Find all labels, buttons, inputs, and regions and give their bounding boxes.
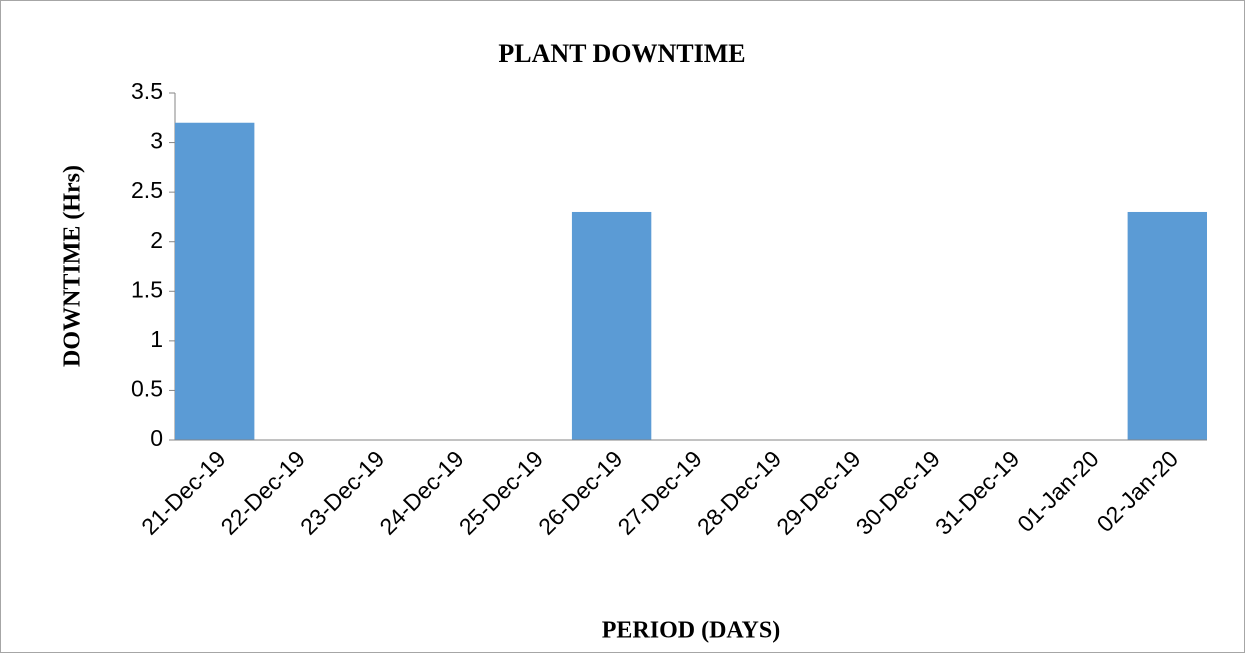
y-tick-label: 1.5 — [131, 276, 163, 302]
bar — [571, 211, 652, 440]
bar — [1127, 211, 1207, 440]
chart-title: PLANT DOWNTIME — [498, 39, 745, 68]
y-tick-label: 3 — [150, 128, 163, 154]
y-axis-title: DOWNTIME (Hrs) — [60, 165, 86, 367]
bar — [175, 122, 255, 440]
y-tick-label: 0 — [150, 425, 163, 451]
y-tick-label: 2.5 — [131, 177, 163, 203]
y-tick-label: 3.5 — [131, 78, 163, 104]
y-tick-label: 0.5 — [131, 376, 163, 402]
y-tick-label: 1 — [150, 326, 163, 352]
y-tick-label: 2 — [150, 227, 163, 253]
x-axis-title: PERIOD (DAYS) — [602, 618, 780, 644]
